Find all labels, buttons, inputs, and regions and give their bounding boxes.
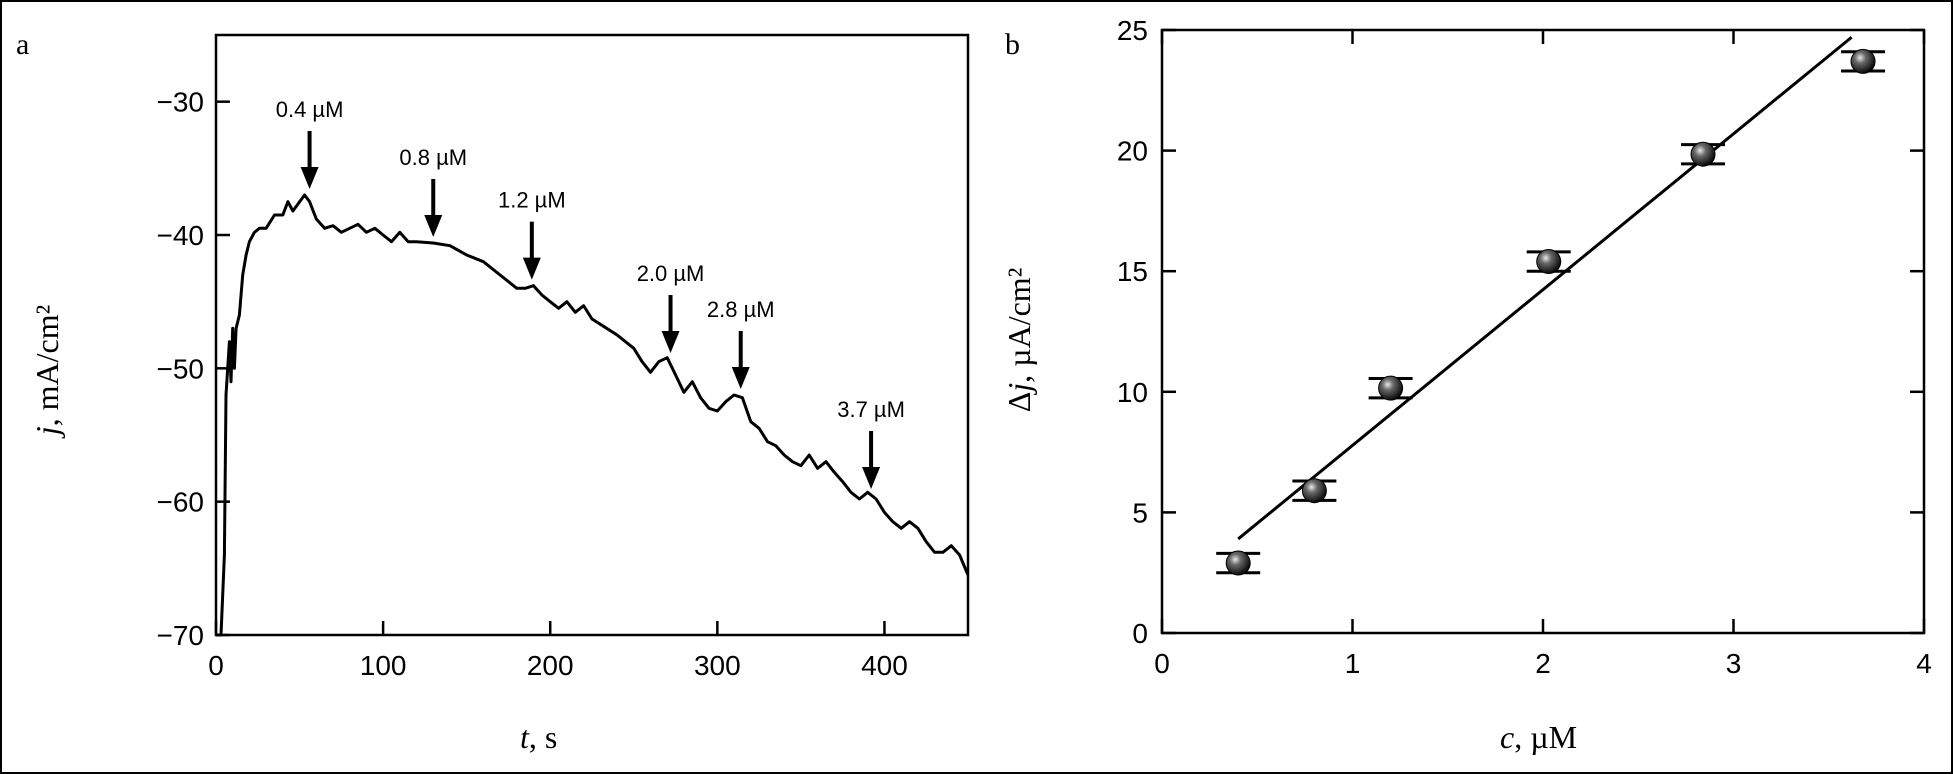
panel-b-marker	[1378, 375, 1404, 401]
panel-a-annotations: 0.4 µM 0.8 µM 1.2 µM 2.0 µM2.8 µM 3.7 µM	[276, 97, 905, 489]
panel-a-annotation-label: 3.7 µM	[837, 397, 905, 422]
panel-a-series-line	[216, 193, 970, 637]
panel-b-x-axis-label: c, µM	[1500, 719, 1577, 755]
panel-a-y-tick-label: −40	[157, 220, 205, 251]
panel-b-ticks: 0 1 2 3 4 0 5 10 15 20 25	[1117, 15, 1932, 679]
panel-a-annotation-label: 0.4 µM	[276, 97, 344, 122]
panel-b-data-point	[1841, 48, 1886, 74]
panel-b-data-point	[1216, 550, 1261, 576]
panel-a-x-axis-label: t, s	[520, 719, 557, 755]
panel-b-x-axis-label-var: c	[1500, 719, 1514, 755]
panel-a-y-tick-label: −30	[157, 87, 205, 118]
panel-a: a 0 100 200 300 400 −30 −40 −50 −60 −70 0.4 µM 0.8…	[16, 28, 970, 755]
panel-a-label: a	[16, 28, 29, 61]
panel-a-x-tick-label: 300	[694, 650, 741, 681]
panel-b-y-axis-label-prefix: Δ	[1001, 392, 1037, 413]
panel-a-annotation-arrow-head	[862, 467, 881, 489]
panel-a-y-axis-label-unit: , mA/cm²	[29, 305, 65, 427]
panel-a-x-tick-label: 400	[861, 650, 908, 681]
panel-b-marker	[1690, 141, 1716, 167]
panel-a-annotation: 0.4 µM	[276, 97, 344, 189]
panel-a-y-tick-label: −60	[157, 487, 205, 518]
panel-b-points	[1216, 48, 1886, 576]
panel-b-data-point	[1368, 375, 1413, 401]
panel-a-annotation: 0.8 µM	[399, 145, 467, 237]
panel-b-y-tick-label: 25	[1117, 15, 1148, 46]
panel-b-y-axis-label-var: j	[1001, 383, 1037, 396]
panel-b-x-tick-label: 3	[1726, 648, 1742, 679]
panel-a-annotation-label: 2.0 µM	[637, 261, 705, 286]
panel-b-marker	[1536, 249, 1562, 275]
panel-a-y-tick-label: −50	[157, 353, 205, 384]
panel-a-annotation-arrow-head	[300, 167, 319, 189]
panel-b-plot-frame	[1160, 28, 1926, 635]
panel-b-y-tick-label: 20	[1117, 136, 1148, 167]
panel-a-annotation: 3.7 µM	[837, 397, 905, 489]
panel-a-annotation: 1.2 µM	[498, 188, 566, 280]
panel-a-annotation-label: 2.8 µM	[707, 297, 775, 322]
panel-b-label: b	[1005, 28, 1020, 61]
panel-a-x-tick-label: 100	[360, 650, 407, 681]
panel-a-x-axis-label-var: t	[520, 719, 530, 755]
panel-a-x-tick-label: 200	[527, 650, 574, 681]
panel-a-ticks: 0 100 200 300 400 −30 −40 −50 −60 −70	[157, 87, 908, 681]
panel-b-data-point	[1292, 478, 1337, 504]
panel-a-annotation-label: 0.8 µM	[399, 145, 467, 170]
panel-a-annotation-arrow-head	[731, 367, 750, 389]
panel-b-y-axis-label: Δj, µA/cm²	[1001, 268, 1037, 413]
panel-b-x-tick-label: 2	[1535, 648, 1551, 679]
panel-b-x-tick-label: 0	[1154, 648, 1170, 679]
panel-a-annotation-arrow-head	[522, 257, 541, 280]
panel-a-y-tick-label: −70	[157, 620, 205, 651]
panel-a-x-axis-label-unit: , s	[529, 719, 557, 755]
panel-b-x-axis-label-unit: , µM	[1514, 719, 1577, 755]
panel-b: b 0 1 2 3 4 0 5 10 15 20 25 c, µM Δj, µA/cm²	[1001, 15, 1932, 755]
panel-b-y-tick-label: 0	[1132, 618, 1148, 649]
panel-a-annotation-label: 1.2 µM	[498, 188, 566, 213]
panel-b-data-point	[1526, 249, 1571, 275]
panel-b-x-tick-label: 1	[1345, 648, 1361, 679]
panel-a-y-axis-label-var: j	[29, 426, 65, 439]
panel-a-plot-frame	[214, 33, 970, 637]
panel-a-y-axis-label: j, mA/cm²	[29, 305, 65, 439]
panel-b-marker	[1225, 550, 1251, 576]
panel-b-data-point	[1681, 141, 1726, 167]
panel-a-annotation-arrow-head	[424, 215, 443, 237]
panel-b-y-tick-label: 10	[1117, 377, 1148, 408]
panel-b-y-axis-label-unit: , µA/cm²	[1001, 268, 1037, 383]
panel-a-x-tick-label: 0	[208, 650, 224, 681]
panel-a-annotation: 2.0 µM	[637, 261, 705, 353]
panel-a-annotation: 2.8 µM	[707, 297, 775, 389]
panel-a-annotation-arrow-head	[661, 331, 680, 353]
panel-b-marker	[1301, 478, 1327, 504]
panel-b-x-tick-label: 4	[1916, 648, 1932, 679]
panel-b-y-tick-label: 5	[1132, 497, 1148, 528]
panel-b-marker	[1850, 48, 1876, 74]
panel-b-y-tick-label: 15	[1117, 256, 1148, 287]
panel-b-fit-line	[1237, 36, 1853, 541]
